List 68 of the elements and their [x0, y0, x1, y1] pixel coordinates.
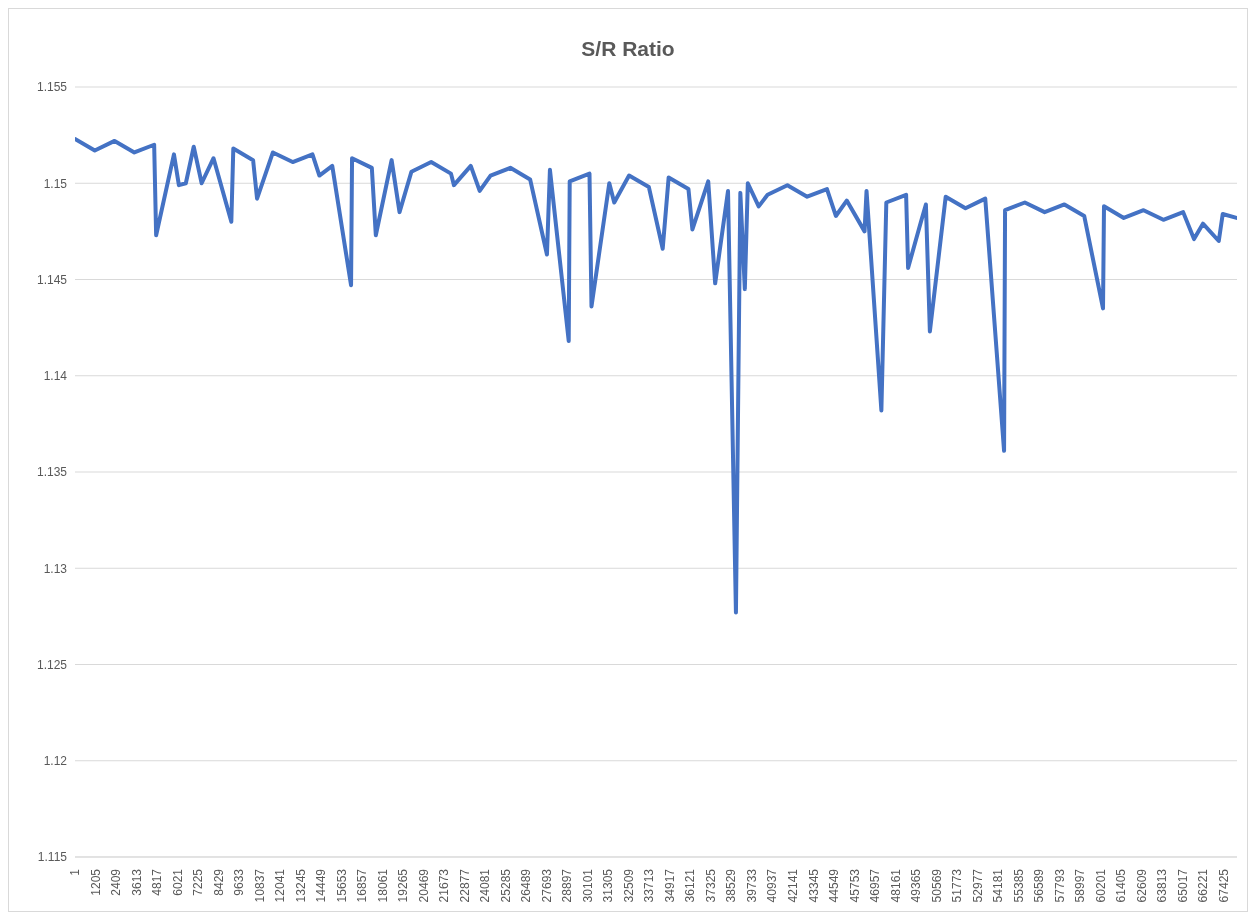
x-tick-label: 9633: [232, 868, 247, 896]
x-tick-label: 55385: [1011, 868, 1026, 903]
x-tick-label: 51773: [950, 868, 965, 903]
x-tick-label: 54181: [991, 868, 1006, 903]
x-tick-label: 32509: [621, 868, 636, 903]
x-tick-label: 10837: [252, 868, 267, 903]
x-tick-label: 61405: [1114, 868, 1129, 903]
x-tick-label: 7225: [191, 868, 206, 896]
x-tick-label: 16857: [355, 868, 370, 903]
x-tick-label: 3613: [129, 868, 144, 896]
x-tick-label: 26489: [519, 868, 534, 903]
x-tick-label: 1205: [88, 868, 103, 896]
x-tick-label: 58997: [1073, 868, 1088, 903]
x-tick-label: 52977: [970, 868, 985, 903]
x-tick-label: 46957: [868, 868, 883, 903]
line-series: [75, 136, 1237, 615]
x-tick-label: 28897: [560, 868, 575, 903]
x-tick-label: 48161: [888, 868, 903, 903]
x-tick-label: 44549: [827, 868, 842, 903]
x-tick-label: 66221: [1196, 868, 1211, 903]
x-tick-label: 60201: [1093, 868, 1108, 903]
x-tick-label: 65017: [1175, 868, 1190, 903]
x-tick-label: 15653: [334, 868, 349, 903]
x-tick-label: 40937: [765, 868, 780, 903]
x-tick-label: 39733: [744, 868, 759, 903]
x-tick-label: 30101: [580, 868, 595, 903]
x-tick-label: 2409: [109, 868, 124, 896]
x-tick-label: 8429: [211, 868, 226, 896]
y-tick-label: 1.145: [36, 272, 68, 287]
x-tick-label: 1: [68, 868, 82, 876]
x-tick-label: 45753: [847, 868, 862, 903]
x-tick-label: 24081: [478, 868, 493, 903]
y-tick-label: 1.13: [43, 561, 68, 576]
x-tick-label: 21673: [437, 868, 452, 903]
x-tick-label: 33713: [642, 868, 657, 903]
y-tick-label: 1.12: [43, 754, 68, 769]
y-tick-label: 1.135: [36, 465, 68, 480]
x-tick-label: 31305: [601, 868, 616, 903]
x-tick-label: 13245: [293, 868, 308, 903]
x-tick-label: 27693: [539, 868, 554, 903]
x-tick-label: 18061: [375, 868, 390, 903]
x-tick-label: 12041: [273, 868, 288, 903]
x-tick-label: 20469: [416, 868, 431, 903]
x-tick-label: 50569: [929, 868, 944, 903]
x-tick-label: 62609: [1134, 868, 1149, 903]
x-tick-label: 43345: [806, 868, 821, 903]
x-tick-label: 56589: [1032, 868, 1047, 903]
y-tick-label: 1.15: [43, 176, 68, 191]
x-tick-label: 22877: [457, 868, 472, 903]
y-tick-label: 1.125: [36, 657, 68, 672]
x-tick-label: 34917: [662, 868, 677, 903]
x-tick-label: 42141: [786, 868, 800, 903]
x-tick-label: 57793: [1052, 868, 1067, 903]
x-tick-label: 49365: [909, 868, 924, 903]
x-tick-label: 6021: [170, 868, 185, 896]
x-tick-label: 36121: [683, 868, 698, 903]
chart-title: S/R Ratio: [580, 36, 676, 62]
x-tick-label: 38529: [724, 868, 739, 903]
x-tick-label: 63813: [1155, 868, 1170, 903]
y-tick-label: 1.14: [43, 369, 68, 384]
x-tick-label: 19265: [396, 868, 411, 903]
x-tick-label: 14449: [314, 868, 329, 903]
x-tick-label: 37325: [703, 868, 718, 903]
x-tick-label: 67425: [1216, 868, 1231, 903]
y-tick-label: 1.155: [36, 80, 68, 95]
x-tick-label: 25285: [498, 868, 513, 903]
x-tick-label: 4817: [150, 868, 165, 896]
y-tick-label: 1.115: [37, 850, 68, 865]
